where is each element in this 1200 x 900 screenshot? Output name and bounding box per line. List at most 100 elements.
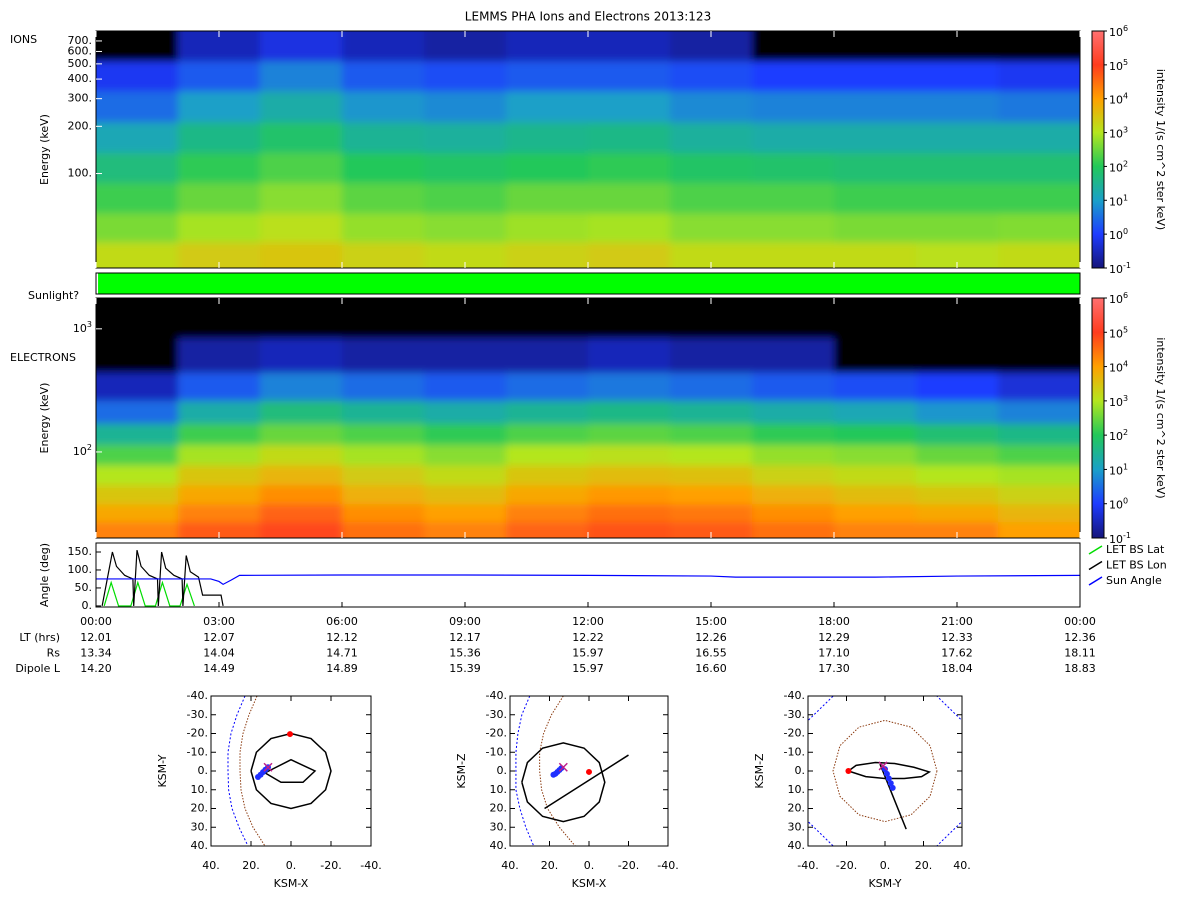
heatmap-cell bbox=[260, 503, 343, 523]
heatmap-cell bbox=[424, 400, 507, 424]
colorbar-tick-label-base: 10 bbox=[1109, 430, 1123, 443]
heatmap-cell bbox=[260, 521, 343, 538]
heatmap-cell bbox=[752, 400, 835, 424]
magnetopause bbox=[239, 696, 266, 846]
heatmap-cell bbox=[424, 121, 507, 153]
heatmap-cell bbox=[506, 400, 589, 424]
ephemeris-value: 14.49 bbox=[203, 662, 235, 675]
ephemeris-value: 14.71 bbox=[326, 647, 358, 660]
ephemeris-value: 16.60 bbox=[695, 662, 727, 675]
colorbar-tick-label: 102 bbox=[1109, 159, 1128, 175]
heatmap-cell bbox=[998, 503, 1080, 523]
heatmap-cell bbox=[96, 372, 179, 401]
heatmap-cell bbox=[424, 337, 507, 373]
heatmap-cell bbox=[588, 400, 671, 424]
heatmap-cell bbox=[752, 372, 835, 401]
y-tick-label: 50. bbox=[75, 581, 93, 594]
heatmap-cell bbox=[506, 372, 589, 401]
heatmap-cell bbox=[588, 298, 671, 339]
heatmap-cell bbox=[998, 121, 1080, 153]
ephemeris-value: 15.36 bbox=[449, 647, 481, 660]
colorbar-tick-label-exponent: -1 bbox=[1123, 261, 1131, 270]
heatmap-cell bbox=[752, 152, 835, 184]
ephemeris-value: 14.20 bbox=[80, 662, 112, 675]
y-tick-label: 600. bbox=[68, 44, 93, 57]
y-axis-label: KSM-Z bbox=[753, 753, 766, 789]
colorbar-tick-label-base: 10 bbox=[1109, 499, 1123, 512]
heatmap-cell bbox=[916, 444, 999, 466]
heatmap-cell bbox=[260, 212, 343, 243]
x-tick-label: 20. bbox=[915, 859, 933, 872]
heatmap-cell bbox=[916, 372, 999, 401]
heatmap-cell bbox=[424, 464, 507, 486]
heatmap-cell bbox=[96, 444, 179, 466]
series-line bbox=[101, 550, 224, 607]
heatmap-cell bbox=[96, 484, 179, 505]
panel-label: IONS bbox=[10, 33, 37, 46]
colorbar-tick-label: 105 bbox=[1109, 325, 1128, 341]
heatmap-cell bbox=[998, 444, 1080, 466]
heatmap-cell bbox=[96, 121, 179, 153]
heatmap-cell bbox=[96, 182, 179, 214]
heatmap-cell bbox=[916, 503, 999, 523]
heatmap-cell bbox=[342, 423, 425, 445]
y-tick-label: 0. bbox=[198, 764, 209, 777]
legend-swatch bbox=[1088, 545, 1103, 555]
heatmap-cell bbox=[178, 121, 261, 153]
heatmap-cell bbox=[916, 337, 999, 373]
ephemeris-value: 17.62 bbox=[941, 647, 973, 660]
y-tick-label-exponent: 3 bbox=[87, 319, 92, 328]
heatmap-cell bbox=[260, 400, 343, 424]
heatmap-cell bbox=[506, 241, 589, 268]
heatmap-cell bbox=[178, 182, 261, 214]
spacecraft-point bbox=[885, 775, 892, 782]
heatmap-cell bbox=[424, 152, 507, 184]
orbit-track bbox=[521, 742, 629, 823]
position-marker bbox=[263, 762, 273, 772]
heatmap-cell bbox=[424, 298, 507, 339]
heatmap-cell bbox=[96, 400, 179, 424]
heatmap-cell bbox=[752, 337, 835, 373]
heatmap-cell bbox=[260, 60, 343, 92]
heatmap-cell bbox=[506, 337, 589, 373]
heatmap-cells bbox=[96, 31, 1080, 268]
heatmap-cell bbox=[834, 372, 917, 401]
legend-label: Sun Angle bbox=[1106, 574, 1162, 587]
ephemeris-value: 14.89 bbox=[326, 662, 358, 675]
heatmap-cell bbox=[752, 182, 835, 214]
ephemeris-value: 15.97 bbox=[572, 647, 604, 660]
x-tick-label: 21:00 bbox=[941, 615, 973, 628]
heatmap-cell bbox=[96, 152, 179, 184]
colorbar-tick-label: 103 bbox=[1109, 125, 1128, 141]
y-tick-label: 10. bbox=[191, 783, 209, 796]
heatmap-cell bbox=[834, 484, 917, 505]
colorbar-tick-label-exponent: 4 bbox=[1123, 91, 1128, 100]
colorbar-tick-label-exponent: 1 bbox=[1123, 462, 1128, 471]
x-tick-label: 40. bbox=[501, 859, 519, 872]
heatmap-cell bbox=[342, 60, 425, 92]
colorbar-tick-label-exponent: 3 bbox=[1123, 393, 1128, 402]
colorbar-tick-label-base: 10 bbox=[1109, 94, 1123, 107]
y-tick-label: 40. bbox=[788, 839, 806, 852]
heatmap-cell bbox=[506, 60, 589, 92]
x-tick-label: -40. bbox=[797, 859, 818, 872]
sunlight-segment bbox=[98, 273, 1081, 294]
heatmap-cell bbox=[670, 298, 753, 339]
ephemeris-value: 15.39 bbox=[449, 662, 481, 675]
colorbar-tick-label-exponent: 5 bbox=[1123, 57, 1128, 66]
x-tick-label: 12:00 bbox=[572, 615, 604, 628]
spacecraft-point bbox=[882, 766, 888, 773]
lines bbox=[96, 550, 1080, 607]
heatmap-cell bbox=[752, 464, 835, 486]
panel-label: ELECTRONS bbox=[10, 351, 76, 364]
ephemeris-value: 18.11 bbox=[1064, 647, 1096, 660]
heatmap-cell bbox=[998, 337, 1080, 373]
heatmap-cell bbox=[588, 121, 671, 153]
heatmap-cell bbox=[178, 484, 261, 505]
heatmap-cell bbox=[916, 152, 999, 184]
heatmap-cell bbox=[424, 444, 507, 466]
heatmap-cell bbox=[834, 241, 917, 268]
colorbar-tick-label-base: 10 bbox=[1109, 26, 1123, 39]
colorbar-tick-label: 100 bbox=[1109, 496, 1128, 512]
colorbar-tick-label: 106 bbox=[1109, 24, 1128, 40]
